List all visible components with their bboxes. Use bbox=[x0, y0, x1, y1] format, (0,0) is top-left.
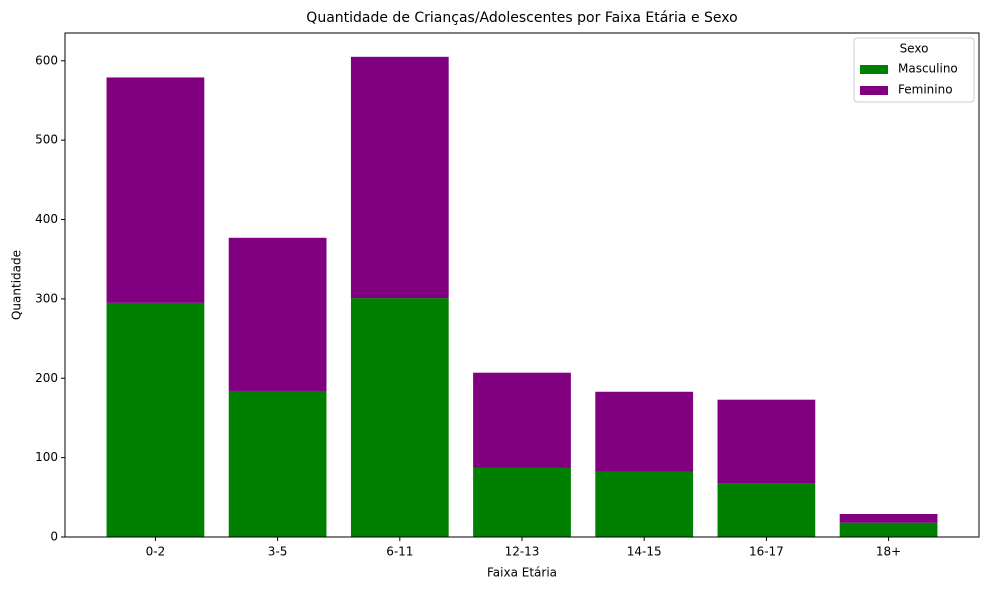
y-tick-label: 200 bbox=[35, 371, 58, 385]
y-tick-label: 600 bbox=[35, 53, 58, 67]
x-axis-label: Faixa Etária bbox=[487, 566, 557, 580]
y-tick-label: 100 bbox=[35, 450, 58, 464]
legend-label: Masculino bbox=[898, 62, 958, 76]
bar bbox=[717, 483, 816, 537]
legend-label: Feminino bbox=[898, 83, 953, 97]
bar bbox=[473, 467, 571, 537]
y-axis-label: Quantidade bbox=[10, 250, 24, 320]
legend-title: Sexo bbox=[900, 42, 929, 56]
bar bbox=[595, 471, 694, 537]
bar bbox=[106, 302, 205, 537]
bar bbox=[228, 237, 327, 391]
y-tick-label: 400 bbox=[35, 212, 58, 226]
bar bbox=[717, 399, 816, 484]
y-tick-label: 300 bbox=[35, 291, 58, 305]
bar bbox=[350, 56, 449, 299]
bar bbox=[839, 513, 938, 523]
bar bbox=[839, 522, 938, 537]
legend-swatch bbox=[860, 65, 888, 74]
x-tick-label: 12-13 bbox=[505, 545, 540, 559]
x-tick-label: 16-17 bbox=[749, 545, 784, 559]
legend: Sexo Masculino Feminino bbox=[853, 37, 975, 103]
legend-swatch bbox=[860, 86, 888, 95]
y-tick-label: 0 bbox=[50, 530, 58, 544]
plot-frame bbox=[64, 32, 980, 538]
x-tick-label: 14-15 bbox=[627, 545, 662, 559]
x-tick-label: 6-11 bbox=[386, 545, 413, 559]
bar bbox=[350, 298, 449, 537]
x-tick-label: 18+ bbox=[876, 545, 901, 559]
bar bbox=[106, 77, 205, 303]
chart-title: Quantidade de Crianças/Adolescentes por … bbox=[306, 10, 737, 26]
bar bbox=[228, 390, 327, 537]
y-tick-label: 500 bbox=[35, 133, 58, 147]
x-tick-label: 0-2 bbox=[146, 545, 166, 559]
x-tick-label: 3-5 bbox=[268, 545, 288, 559]
bar bbox=[473, 372, 571, 468]
bar bbox=[595, 391, 694, 472]
